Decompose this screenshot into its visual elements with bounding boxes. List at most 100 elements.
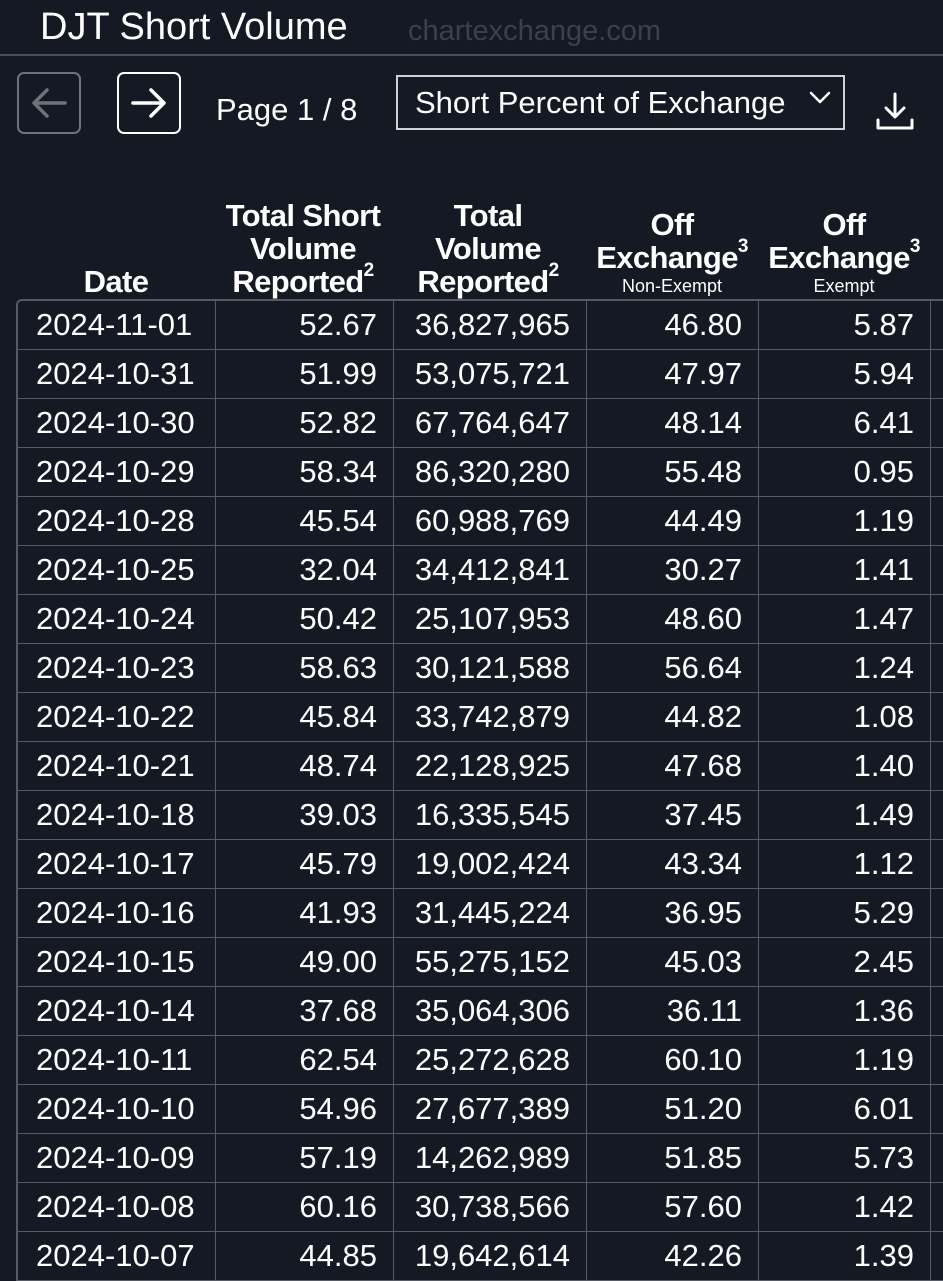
total-volume-cell: 34,412,841: [394, 546, 587, 594]
off-exchange-non-exempt-cell: 55.48: [587, 448, 759, 496]
off-exchange-non-exempt-cell: 47.97: [587, 350, 759, 398]
off-exchange-non-exempt-cell: 36.11: [587, 987, 759, 1035]
off-exchange-exempt-cell: 1.19: [759, 1036, 931, 1084]
table-row: 2024-10-10 54.96 27,677,389 51.20 6.01: [18, 1085, 943, 1134]
short-volume-cell: 58.34: [216, 448, 394, 496]
off-exchange-exempt-cell: 1.40: [759, 742, 931, 790]
column-header-label: Total Volume Reported2: [408, 199, 568, 298]
off-exchange-exempt-cell: 1.08: [759, 693, 931, 741]
off-exchange-exempt-cell: 5.29: [759, 889, 931, 937]
short-volume-cell: 60.16: [216, 1183, 394, 1231]
date-cell: 2024-10-10: [18, 1085, 216, 1133]
off-exchange-exempt-cell: 1.12: [759, 840, 931, 888]
column-header-off-exchange-exempt[interactable]: Off Exchange3 Exempt: [764, 158, 924, 298]
table-row: 2024-10-23 58.63 30,121,588 56.64 1.24: [18, 644, 943, 693]
off-exchange-non-exempt-cell: 47.68: [587, 742, 759, 790]
date-cell: 2024-10-21: [18, 742, 216, 790]
date-cell: 2024-10-15: [18, 938, 216, 986]
date-cell: 2024-10-31: [18, 350, 216, 398]
table-row: 2024-10-24 50.42 25,107,953 48.60 1.47: [18, 595, 943, 644]
date-cell: 2024-10-24: [18, 595, 216, 643]
column-header-subtitle: Exempt: [813, 276, 875, 296]
table-row: 2024-10-11 62.54 25,272,628 60.10 1.19: [18, 1036, 943, 1085]
off-exchange-exempt-cell: 6.01: [759, 1085, 931, 1133]
short-volume-cell: 45.79: [216, 840, 394, 888]
page-title: DJT Short Volume: [40, 6, 348, 48]
column-header-label: Off Exchange3: [764, 208, 924, 274]
metric-select[interactable]: Short Percent of Exchange: [396, 75, 845, 130]
date-cell: 2024-10-14: [18, 987, 216, 1035]
short-volume-cell: 45.84: [216, 693, 394, 741]
column-header-total-short-volume[interactable]: Total Short Volume Reported2: [222, 158, 384, 298]
off-exchange-non-exempt-cell: 44.82: [587, 693, 759, 741]
date-cell: 2024-10-09: [18, 1134, 216, 1182]
total-volume-cell: 30,738,566: [394, 1183, 587, 1231]
column-header-subtitle: Non-Exempt: [621, 276, 723, 296]
download-button[interactable]: [874, 90, 916, 137]
table-row: 2024-10-21 48.74 22,128,925 47.68 1.40: [18, 742, 943, 791]
page-indicator: Page 1 / 8: [216, 92, 358, 127]
date-cell: 2024-10-28: [18, 497, 216, 545]
date-cell: 2024-10-17: [18, 840, 216, 888]
column-header-off-exchange-non-exempt[interactable]: Off Exchange3 Non-Exempt: [592, 158, 752, 298]
total-volume-cell: 31,445,224: [394, 889, 587, 937]
column-header-text: Off Exchange: [768, 207, 910, 275]
off-exchange-exempt-cell: 1.39: [759, 1232, 931, 1280]
total-volume-cell: 30,121,588: [394, 644, 587, 692]
short-volume-cell: 52.67: [216, 301, 394, 349]
date-cell: 2024-10-11: [18, 1036, 216, 1084]
off-exchange-non-exempt-cell: 44.49: [587, 497, 759, 545]
previous-page-button[interactable]: [17, 72, 81, 134]
date-cell: 2024-10-22: [18, 693, 216, 741]
off-exchange-non-exempt-cell: 42.26: [587, 1232, 759, 1280]
total-volume-cell: 67,764,647: [394, 399, 587, 447]
off-exchange-exempt-cell: 5.73: [759, 1134, 931, 1182]
date-cell: 2024-10-25: [18, 546, 216, 594]
footnote-marker: 3: [737, 236, 749, 257]
off-exchange-non-exempt-cell: 45.03: [587, 938, 759, 986]
total-volume-cell: 19,002,424: [394, 840, 587, 888]
total-volume-cell: 35,064,306: [394, 987, 587, 1035]
total-volume-cell: 19,642,614: [394, 1232, 587, 1280]
total-volume-cell: 86,320,280: [394, 448, 587, 496]
column-header-total-volume[interactable]: Total Volume Reported2: [408, 158, 568, 298]
column-header-date[interactable]: Date: [16, 158, 216, 298]
total-volume-cell: 25,107,953: [394, 595, 587, 643]
table-row: 2024-10-29 58.34 86,320,280 55.48 0.95: [18, 448, 943, 497]
date-cell: 2024-10-30: [18, 399, 216, 447]
table-row: 2024-10-16 41.93 31,445,224 36.95 5.29: [18, 889, 943, 938]
table-row: 2024-10-31 51.99 53,075,721 47.97 5.94: [18, 350, 943, 399]
short-volume-cell: 58.63: [216, 644, 394, 692]
short-volume-cell: 62.54: [216, 1036, 394, 1084]
table-row: 2024-10-22 45.84 33,742,879 44.82 1.08: [18, 693, 943, 742]
off-exchange-exempt-cell: 1.19: [759, 497, 931, 545]
off-exchange-exempt-cell: 1.41: [759, 546, 931, 594]
total-volume-cell: 16,335,545: [394, 791, 587, 839]
off-exchange-exempt-cell: 1.42: [759, 1183, 931, 1231]
off-exchange-exempt-cell: 1.49: [759, 791, 931, 839]
arrow-left-icon: [32, 88, 67, 118]
footnote-marker: 2: [363, 260, 375, 281]
table-row: 2024-11-01 52.67 36,827,965 46.80 5.87: [18, 301, 943, 350]
off-exchange-non-exempt-cell: 56.64: [587, 644, 759, 692]
off-exchange-exempt-cell: 0.95: [759, 448, 931, 496]
off-exchange-exempt-cell: 6.41: [759, 399, 931, 447]
table-row: 2024-10-15 49.00 55,275,152 45.03 2.45: [18, 938, 943, 987]
short-volume-cell: 51.99: [216, 350, 394, 398]
date-cell: 2024-10-08: [18, 1183, 216, 1231]
off-exchange-non-exempt-cell: 46.80: [587, 301, 759, 349]
total-volume-cell: 22,128,925: [394, 742, 587, 790]
off-exchange-non-exempt-cell: 57.60: [587, 1183, 759, 1231]
short-volume-cell: 54.96: [216, 1085, 394, 1133]
column-header-label: Total Short Volume Reported2: [222, 199, 384, 298]
short-volume-cell: 52.82: [216, 399, 394, 447]
short-volume-cell: 44.85: [216, 1232, 394, 1280]
off-exchange-non-exempt-cell: 48.14: [587, 399, 759, 447]
next-page-button[interactable]: [117, 72, 181, 134]
date-cell: 2024-10-07: [18, 1232, 216, 1280]
short-volume-cell: 39.03: [216, 791, 394, 839]
total-volume-cell: 53,075,721: [394, 350, 587, 398]
total-volume-cell: 25,272,628: [394, 1036, 587, 1084]
date-cell: 2024-10-16: [18, 889, 216, 937]
short-volume-cell: 49.00: [216, 938, 394, 986]
